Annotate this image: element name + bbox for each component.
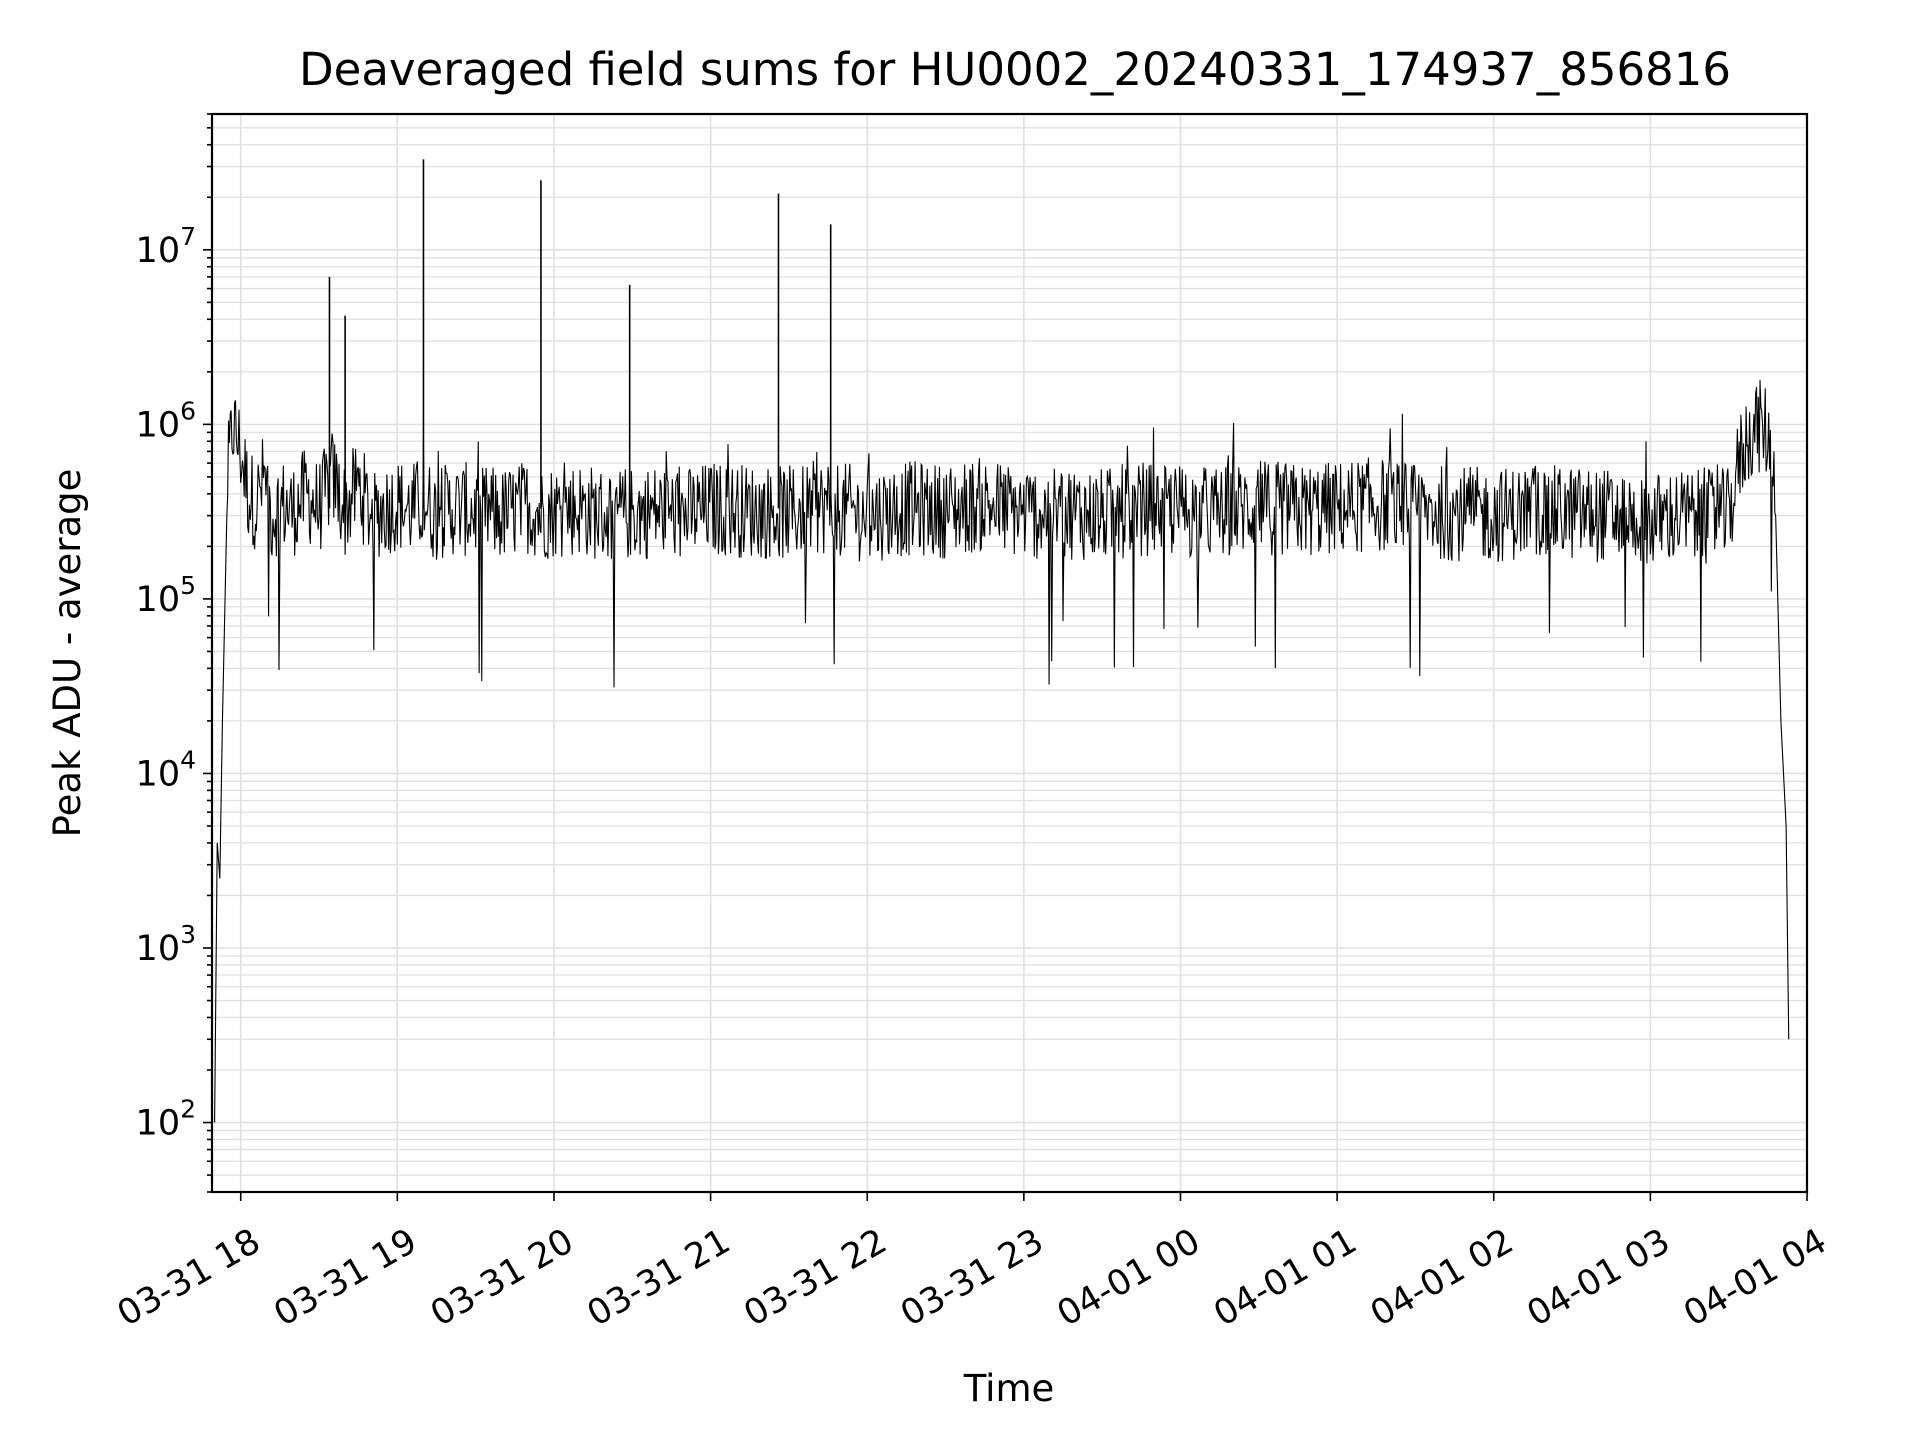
y-tick-label: 102 [136, 1095, 196, 1144]
y-tick-exponent: 7 [180, 222, 196, 251]
y-tick-label: 104 [136, 745, 196, 794]
y-tick-exponent: 2 [180, 1095, 196, 1124]
y-tick-exponent: 4 [180, 745, 196, 774]
plot-area [214, 159, 1790, 1123]
y-tick-label: 103 [136, 920, 196, 969]
y-tick-label: 106 [136, 396, 196, 445]
chart-title: Deaveraged field sums for HU0002_2024033… [299, 43, 1731, 96]
y-tick-exponent: 6 [180, 396, 196, 425]
y-tick-exponent: 5 [180, 571, 196, 600]
series-line [214, 380, 1790, 1123]
y-tick-base: 10 [136, 580, 181, 620]
y-axis-label: Peak ADU - average [46, 469, 89, 838]
y-tick-base: 10 [136, 929, 181, 969]
y-tick-base: 10 [136, 754, 181, 794]
y-tick-label: 107 [136, 222, 196, 271]
x-axis-label: Time [963, 1367, 1055, 1410]
y-tick-label: 105 [136, 571, 196, 620]
y-tick-exponent: 3 [180, 920, 196, 949]
y-tick-base: 10 [136, 1104, 181, 1144]
grid-lines [212, 113, 1808, 1193]
y-tick-base: 10 [136, 231, 181, 271]
y-tick-base: 10 [136, 405, 181, 445]
plot-frame [210, 112, 1809, 1194]
